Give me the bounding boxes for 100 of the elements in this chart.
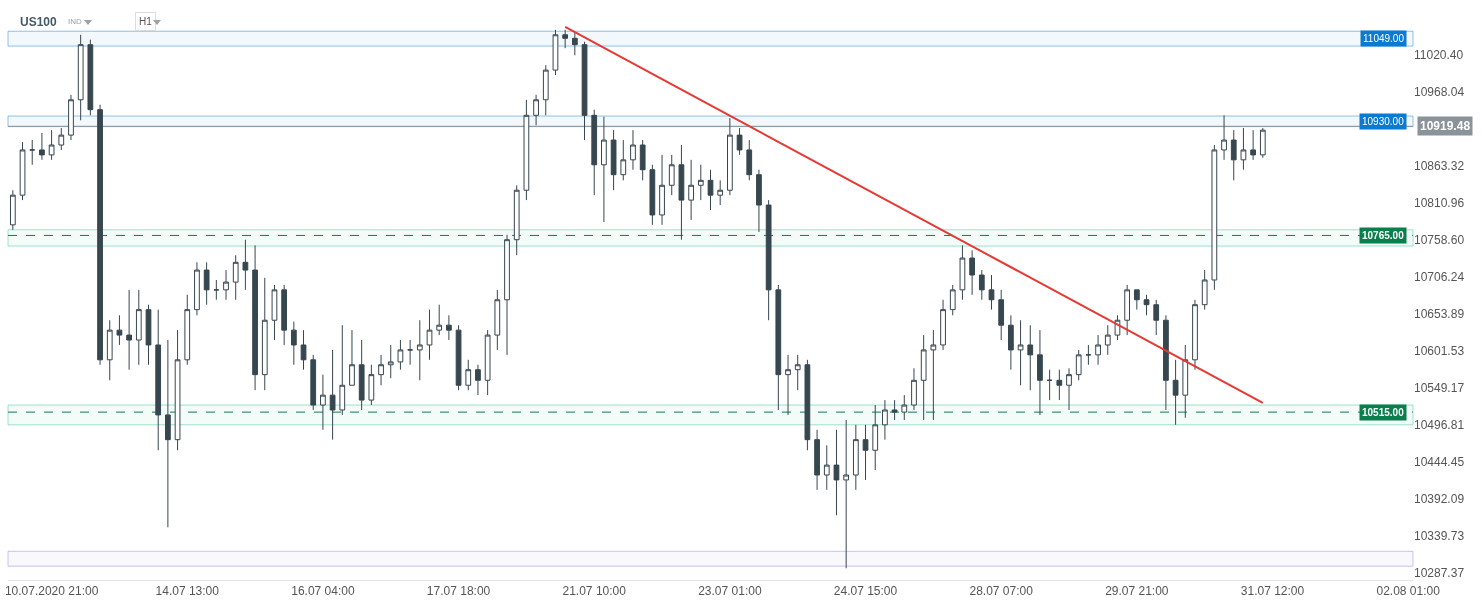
candlestick bbox=[126, 289, 132, 371]
y-tick-label: 10601.53 bbox=[1414, 344, 1465, 359]
candlestick bbox=[727, 117, 733, 196]
candlestick bbox=[1259, 127, 1266, 159]
candlestick bbox=[1153, 299, 1160, 336]
candlestick bbox=[19, 141, 26, 201]
candlestick bbox=[678, 144, 685, 241]
candlestick bbox=[901, 394, 908, 421]
candlestick bbox=[261, 277, 268, 391]
band-label: 10930.00 bbox=[1362, 116, 1405, 127]
candlestick bbox=[310, 354, 317, 411]
annotation: IND bbox=[68, 17, 82, 26]
candlestick bbox=[1182, 344, 1189, 419]
candlestick bbox=[591, 109, 598, 196]
y-tick-label: 11020.40 bbox=[1414, 48, 1464, 63]
candlestick bbox=[174, 329, 181, 451]
candlestick bbox=[184, 294, 191, 366]
candlestick bbox=[358, 339, 365, 411]
candlestick bbox=[610, 129, 617, 191]
candlestick bbox=[155, 309, 162, 451]
x-tick-label: 29.07 21:00 bbox=[1105, 584, 1169, 599]
candlestick bbox=[106, 319, 113, 381]
candlestick bbox=[387, 344, 394, 379]
candlestick bbox=[949, 284, 956, 316]
y-tick-label: 10392.09 bbox=[1414, 492, 1465, 507]
candlestick bbox=[252, 244, 258, 391]
candlestick bbox=[688, 159, 694, 221]
candlestick bbox=[562, 29, 569, 49]
y-tick-label: 10496.81 bbox=[1414, 418, 1465, 433]
candlestick bbox=[339, 324, 346, 416]
candlestick bbox=[9, 189, 16, 231]
candlestick bbox=[349, 329, 355, 386]
candlestick bbox=[1230, 129, 1237, 181]
candlestick bbox=[882, 399, 888, 441]
candlestick bbox=[232, 254, 239, 301]
candlestick bbox=[1104, 324, 1111, 356]
candlestick bbox=[465, 359, 472, 391]
candlestick bbox=[891, 399, 898, 421]
candlestick bbox=[77, 34, 84, 121]
candlestick bbox=[1172, 359, 1179, 426]
candlestick bbox=[290, 321, 297, 366]
candlestick bbox=[552, 29, 559, 76]
candlestick bbox=[1066, 367, 1072, 411]
candlestick bbox=[504, 234, 510, 356]
candlestick bbox=[872, 404, 879, 471]
candlestick bbox=[746, 139, 753, 181]
candlestick bbox=[959, 244, 966, 301]
y-tick-label: 10758.60 bbox=[1414, 233, 1465, 248]
x-tick-label: 21.07 10:00 bbox=[562, 584, 627, 599]
candlestick bbox=[213, 279, 220, 301]
candlestick bbox=[39, 132, 45, 161]
candlestick bbox=[436, 304, 443, 336]
candlestick bbox=[1201, 269, 1208, 311]
candlestick bbox=[1095, 334, 1101, 366]
candlestick bbox=[1085, 344, 1092, 366]
candlestick bbox=[1211, 144, 1218, 291]
candlestick bbox=[542, 64, 549, 116]
candlestick bbox=[843, 419, 850, 569]
y-tick-label: 10653.89 bbox=[1414, 307, 1465, 322]
candlestick bbox=[862, 424, 869, 481]
candlestick bbox=[785, 354, 791, 416]
candlestick bbox=[145, 304, 152, 366]
candlestick bbox=[794, 354, 801, 391]
candlestick bbox=[494, 289, 501, 351]
candlestick bbox=[116, 314, 123, 346]
candlestick bbox=[1046, 369, 1053, 401]
y-tick-label: 10549.17 bbox=[1414, 381, 1465, 396]
candlestick bbox=[1163, 314, 1169, 411]
candlestick bbox=[68, 94, 74, 141]
y-tick-label: 10339.73 bbox=[1414, 529, 1465, 544]
candlestick bbox=[242, 239, 249, 291]
candlestick bbox=[329, 349, 336, 441]
candlestick bbox=[775, 284, 782, 411]
candlestick bbox=[368, 364, 375, 406]
candlestick bbox=[407, 339, 413, 366]
candlestick bbox=[1133, 289, 1140, 311]
candlestick bbox=[1056, 369, 1063, 401]
text: US100 bbox=[20, 15, 58, 30]
x-tick-label: 23.07 01:00 bbox=[698, 584, 762, 599]
candlestick bbox=[194, 261, 200, 316]
candlestick bbox=[998, 289, 1005, 341]
candlestick bbox=[1037, 329, 1043, 416]
y-tick-label: 10863.32 bbox=[1414, 159, 1465, 174]
x-tick-label: 31.07 12:00 bbox=[1240, 584, 1305, 599]
candlestick bbox=[630, 129, 636, 171]
candlestick bbox=[1192, 299, 1198, 371]
ref-line-label: 10515.00 bbox=[1362, 407, 1405, 418]
candlestick bbox=[48, 129, 55, 161]
candlestick bbox=[416, 319, 423, 381]
candlestick bbox=[165, 339, 171, 528]
candlestick bbox=[833, 429, 840, 516]
candlestick bbox=[581, 41, 588, 141]
candlestick bbox=[1027, 324, 1034, 391]
y-tick-label: 10287.37 bbox=[1414, 566, 1465, 581]
candlestick bbox=[271, 284, 278, 341]
candlestick bbox=[397, 339, 404, 371]
candlestick bbox=[513, 184, 520, 256]
y-tick-label: 10968.04 bbox=[1414, 85, 1465, 100]
band-label: 11049.00 bbox=[1363, 33, 1405, 44]
candlestick bbox=[804, 359, 811, 451]
